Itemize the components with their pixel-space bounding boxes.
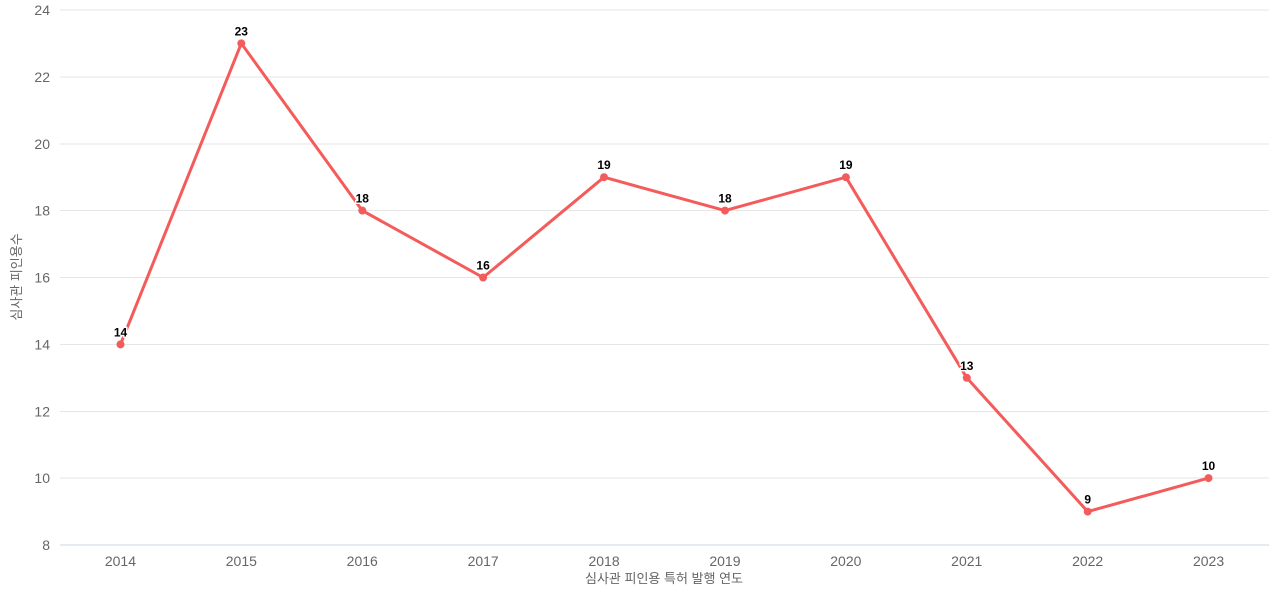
x-axis-tick-labels: 2014 2015 2016 2017 2018 2019 2020 2021 2022 2023	[105, 553, 1224, 569]
x-axis-tick-label: 2020	[830, 553, 861, 569]
y-axis-tick-label: 10	[34, 470, 50, 486]
data-point-marker[interactable]	[962, 373, 971, 382]
x-axis-tick-label: 2019	[709, 553, 740, 569]
data-point-marker[interactable]	[358, 206, 367, 215]
data-point-marker[interactable]	[1083, 507, 1092, 516]
data-point-label: 9	[1084, 493, 1091, 507]
y-axis-title: 심사관 피인용수	[9, 233, 24, 320]
x-axis-tick-label: 2016	[347, 553, 378, 569]
data-labels: 14 23 18 16 19 18 19 13 9 10	[112, 23, 1217, 508]
y-axis-tick-labels: 8 10 12 14 16 18 20 22 24	[34, 2, 50, 553]
gridlines	[60, 9, 1269, 479]
data-point-marker[interactable]	[1204, 474, 1213, 483]
x-axis-tick-label: 2015	[226, 553, 257, 569]
y-axis-tick-label: 24	[34, 2, 50, 18]
x-axis-tick-label: 2021	[951, 553, 982, 569]
y-axis-tick-label: 18	[34, 203, 50, 219]
x-axis-tick-label: 2022	[1072, 553, 1103, 569]
x-axis-tick-label: 2017	[468, 553, 499, 569]
data-point-label: 23	[235, 24, 249, 38]
data-point-label: 13	[960, 359, 974, 373]
data-point-label: 18	[718, 192, 732, 206]
x-axis-tick-label: 2023	[1193, 553, 1224, 569]
series-group	[116, 39, 1213, 516]
x-axis-tick-label: 2018	[588, 553, 619, 569]
x-axis-tick-label: 2014	[105, 553, 136, 569]
data-point-label: 18	[356, 192, 370, 206]
y-axis-tick-label: 12	[34, 403, 50, 419]
x-axis-title: 심사관 피인용 특허 발행 연도	[585, 571, 743, 586]
y-axis-tick-label: 14	[34, 336, 50, 352]
data-point-label: 14	[114, 325, 128, 339]
data-point-marker[interactable]	[116, 340, 125, 349]
y-axis-tick-label: 22	[34, 69, 50, 85]
data-point-label: 19	[839, 158, 853, 172]
data-point-marker[interactable]	[479, 273, 488, 282]
data-point-label: 16	[476, 259, 490, 273]
data-point-marker[interactable]	[237, 39, 246, 48]
y-axis-tick-label: 8	[42, 537, 50, 553]
data-point-label: 10	[1202, 459, 1216, 473]
data-point-marker[interactable]	[721, 206, 729, 215]
y-axis-tick-label: 16	[34, 270, 50, 286]
data-point-marker[interactable]	[600, 173, 608, 182]
data-point-marker[interactable]	[841, 173, 850, 182]
data-point-label: 19	[597, 158, 611, 172]
y-axis-tick-label: 20	[34, 136, 50, 152]
series-line	[119, 41, 1210, 514]
